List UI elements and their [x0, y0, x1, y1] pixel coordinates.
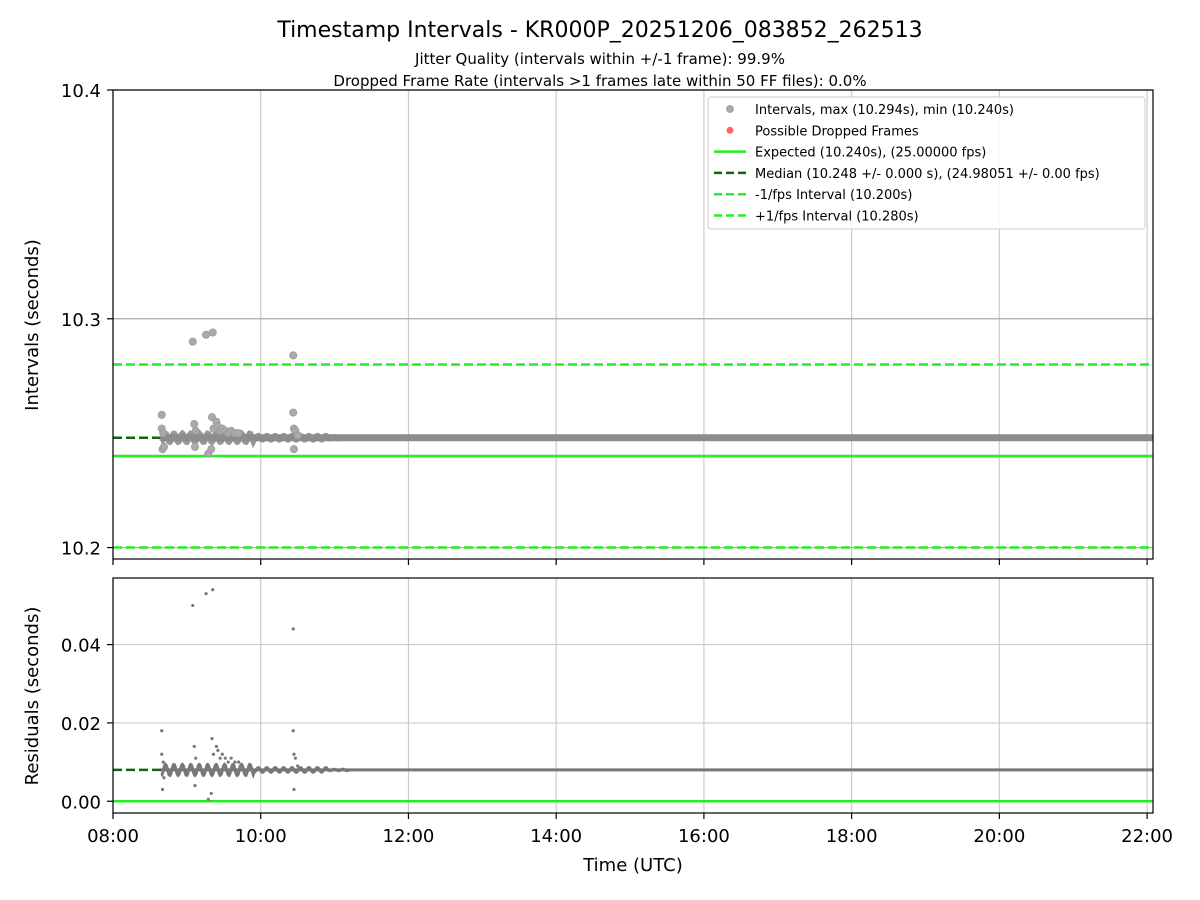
intervals-y-axis-label: Intervals (seconds)	[22, 239, 43, 411]
interval-point-5	[188, 337, 197, 346]
residuals-plot-frame	[112, 577, 1154, 814]
intervals-points	[157, 328, 302, 458]
xtick-label-7: 22:00	[1121, 826, 1173, 847]
residuals-panel: 0.00 0.02 0.04 08:00 10:00 12:00 14:00 16:00 18…	[22, 577, 1173, 876]
interval-point-23	[234, 429, 243, 438]
intervals-ytick-label-0: 10.2	[61, 539, 101, 560]
residual-point-28	[293, 756, 298, 760]
xtick-label-1: 10:00	[235, 826, 287, 847]
residual-point-18	[220, 752, 224, 756]
interval-point-27	[289, 445, 298, 454]
xtick-label-4: 16:00	[678, 826, 730, 847]
residual-point-8	[194, 756, 198, 760]
interval-point-12	[207, 445, 216, 454]
legend-marker-intervals	[726, 105, 734, 113]
residuals-y-axis-label: Residuals (seconds)	[22, 607, 43, 786]
chart-subtitle-jitter: Jitter Quality (intervals within +/-1 fr…	[414, 50, 785, 68]
residual-point-24	[291, 627, 295, 631]
legend-label-4: -1/fps Interval (10.200s)	[755, 188, 912, 203]
residual-point-16	[216, 748, 220, 752]
legend-label-1: Possible Dropped Frames	[755, 124, 919, 139]
legend-item-4: -1/fps Interval (10.200s)	[714, 188, 912, 203]
residual-point-11	[206, 797, 210, 801]
residual-point-22	[233, 760, 237, 764]
residuals-points	[160, 588, 300, 801]
residual-point-14	[211, 752, 216, 756]
intervals-panel: 10.2 10.3 10.4 Intervals (seconds) Interva…	[22, 81, 1154, 565]
residuals-bulk-series	[160, 762, 1153, 780]
residual-point-23	[236, 760, 241, 764]
residual-point-2	[160, 787, 165, 792]
legend-label-0: Intervals, max (10.294s), min (10.240s)	[755, 103, 1014, 118]
chart-title: Timestamp Intervals - KR000P_20251206_08…	[276, 18, 922, 43]
interval-point-24	[289, 351, 298, 360]
legend-marker-dropped	[726, 126, 734, 134]
xtick-label-6: 20:00	[973, 826, 1025, 847]
residual-point-15	[214, 744, 219, 749]
residuals-ytick-label-2: 0.04	[61, 636, 101, 657]
residual-point-13	[210, 736, 214, 741]
legend-box	[707, 96, 1146, 230]
legend-item-5: +1/fps Interval (10.280s)	[714, 210, 919, 225]
residual-point-19	[223, 756, 227, 760]
residuals-bulk-jitter	[160, 762, 351, 780]
legend-label-3: Median (10.248 +/- 0.000 s), (24.98051 +…	[755, 167, 1100, 182]
residuals-plot-area	[113, 578, 1153, 813]
interval-point-6	[190, 420, 199, 429]
residual-point-7	[193, 783, 197, 788]
intervals-plot-frame	[112, 89, 1154, 560]
interval-point-8	[191, 426, 200, 435]
residual-point-5	[191, 603, 195, 608]
residual-point-10	[211, 588, 215, 592]
xtick-label-2: 12:00	[383, 826, 435, 847]
intervals-ytick-label-2: 10.4	[61, 81, 101, 102]
residual-point-26	[292, 752, 296, 756]
residuals-ytick-label-1: 0.02	[61, 714, 101, 735]
intervals-bulk-series	[159, 429, 1153, 449]
residual-point-27	[292, 787, 296, 792]
residual-point-21	[229, 756, 233, 760]
legend-label-5: +1/fps Interval (10.280s)	[755, 210, 919, 225]
legend-item-1: Possible Dropped Frames	[726, 124, 919, 139]
residual-point-20	[226, 760, 230, 764]
intervals-legend: Intervals, max (10.294s), min (10.240s) P…	[707, 96, 1146, 230]
legend-item-0: Intervals, max (10.294s), min (10.240s)	[726, 103, 1014, 118]
interval-point-3	[159, 429, 168, 438]
interval-point-4	[159, 442, 168, 451]
x-axis-label: Time (UTC)	[582, 855, 683, 876]
residuals-ytick-label-0: 0.00	[61, 792, 101, 813]
interval-point-25	[289, 408, 298, 417]
residual-point-25	[291, 729, 295, 733]
interval-point-9	[202, 330, 211, 339]
residual-point-12	[209, 791, 213, 796]
residual-point-6	[192, 744, 196, 749]
residual-point-1	[160, 752, 164, 756]
interval-point-0	[157, 410, 166, 419]
interval-point-29	[293, 431, 302, 440]
legend-item-3: Median (10.248 +/- 0.000 s), (24.98051 +…	[714, 167, 1100, 182]
legend-label-2: Expected (10.240s), (25.00000 fps)	[755, 146, 986, 161]
interval-point-10	[208, 328, 217, 337]
residual-point-17	[218, 756, 222, 760]
legend-item-2: Expected (10.240s), (25.00000 fps)	[714, 146, 986, 161]
xtick-label-0: 08:00	[87, 826, 139, 847]
intervals-y-ticks: 10.2 10.3 10.4	[61, 81, 113, 560]
intervals-ytick-label-1: 10.3	[61, 310, 101, 331]
residual-point-3	[161, 760, 165, 764]
xtick-label-3: 14:00	[530, 826, 582, 847]
residual-point-0	[160, 729, 164, 733]
chart-subtitle-dropped: Dropped Frame Rate (intervals >1 frames …	[333, 72, 866, 90]
residual-point-4	[162, 776, 166, 780]
residuals-x-ticks: 08:00 10:00 12:00 14:00 16:00 18:00 20:00 22:00	[87, 813, 1173, 847]
xtick-label-5: 18:00	[826, 826, 878, 847]
residual-point-29	[296, 764, 300, 768]
interval-point-7	[190, 442, 199, 451]
residuals-y-ticks: 0.00 0.02 0.04	[61, 636, 113, 813]
intervals-x-ticks	[112, 559, 1148, 565]
intervals-bulk-jitter	[159, 429, 343, 449]
residual-point-9	[204, 592, 208, 596]
